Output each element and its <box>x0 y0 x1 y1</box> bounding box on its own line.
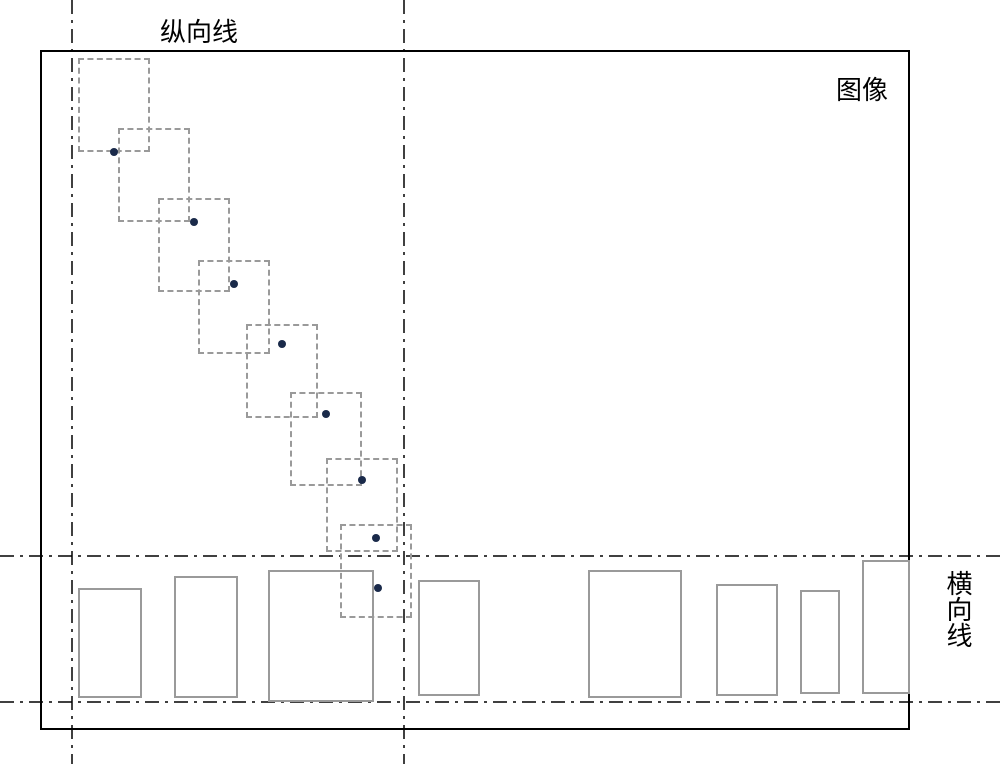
label-horizontal-line: 横向线 <box>940 570 977 648</box>
label-vertical-line-text: 纵向线 <box>160 17 238 47</box>
bottom-box <box>268 570 374 702</box>
label-horizontal-line-text: 横向线 <box>943 570 973 648</box>
bottom-box <box>862 560 910 694</box>
bottom-box <box>174 576 238 698</box>
center-dot <box>374 584 382 592</box>
center-dot <box>230 280 238 288</box>
diagram-canvas: 纵向线 图像 横向线 <box>0 0 1000 764</box>
center-dot <box>372 534 380 542</box>
center-dot <box>358 476 366 484</box>
bottom-box <box>588 570 682 698</box>
center-dot <box>278 340 286 348</box>
bottom-box <box>800 590 840 694</box>
bottom-box <box>418 580 480 696</box>
center-dot <box>190 218 198 226</box>
label-image: 图像 <box>836 70 888 107</box>
center-dot <box>322 410 330 418</box>
bottom-box <box>78 588 142 698</box>
center-dot <box>110 148 118 156</box>
bottom-box <box>716 584 778 696</box>
label-image-text: 图像 <box>836 75 888 105</box>
label-vertical-line: 纵向线 <box>160 12 238 49</box>
